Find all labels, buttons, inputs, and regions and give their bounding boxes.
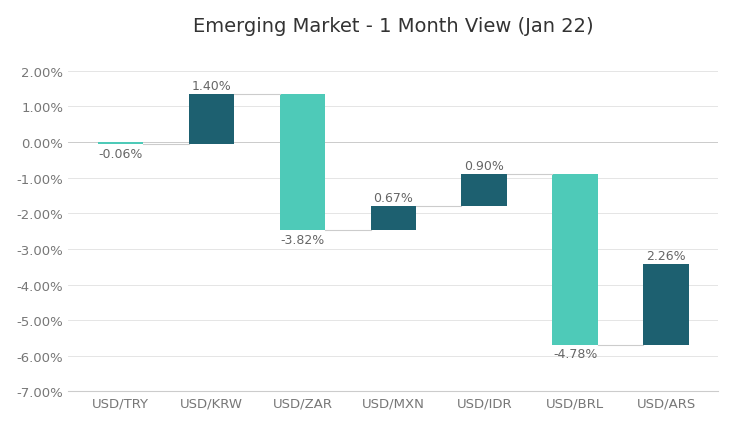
Bar bbox=[553, 175, 598, 345]
Text: 0.67%: 0.67% bbox=[373, 192, 413, 204]
Text: 1.40%: 1.40% bbox=[192, 80, 232, 92]
Bar bbox=[98, 143, 143, 145]
Title: Emerging Market - 1 Month View (Jan 22): Emerging Market - 1 Month View (Jan 22) bbox=[193, 17, 594, 36]
Bar bbox=[643, 265, 689, 345]
Bar bbox=[189, 95, 234, 145]
Bar bbox=[279, 95, 325, 231]
Text: 2.26%: 2.26% bbox=[646, 249, 686, 262]
Bar bbox=[462, 175, 507, 207]
Text: 0.90%: 0.90% bbox=[465, 160, 504, 173]
Text: -0.06%: -0.06% bbox=[98, 147, 143, 160]
Text: -3.82%: -3.82% bbox=[280, 233, 325, 246]
Text: -4.78%: -4.78% bbox=[553, 348, 598, 360]
Bar bbox=[370, 207, 416, 231]
